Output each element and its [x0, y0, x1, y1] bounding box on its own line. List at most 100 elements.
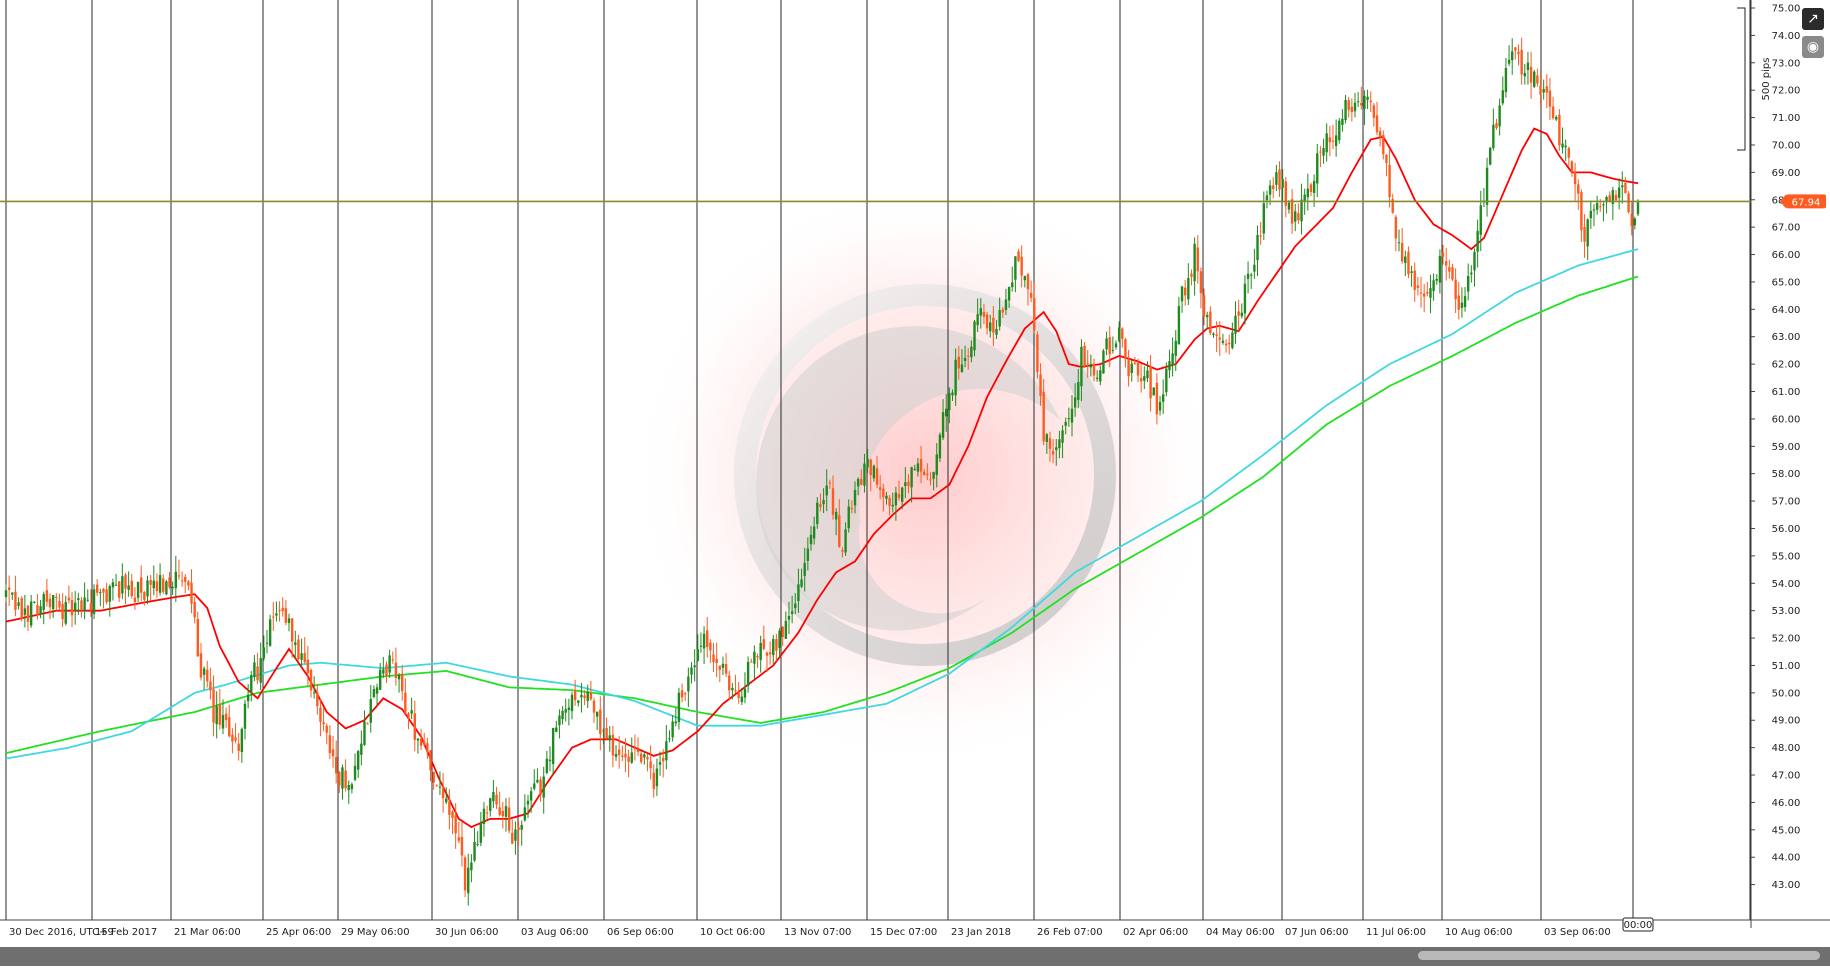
- candle: [765, 651, 769, 673]
- candle: [1353, 93, 1357, 118]
- candle: [1284, 176, 1288, 218]
- candle: [1095, 370, 1099, 382]
- candle: [592, 697, 596, 723]
- candle: [662, 749, 665, 778]
- camera-icon[interactable]: ◉: [1802, 36, 1824, 58]
- candle: [1231, 322, 1234, 350]
- x-tick-label: 25 Apr 06:00: [266, 927, 331, 938]
- candle: [224, 707, 228, 728]
- candle: [180, 571, 184, 587]
- candle: [709, 639, 712, 663]
- moving-averages: [5, 127, 1639, 829]
- candle: [1300, 183, 1303, 235]
- candle: [20, 596, 23, 622]
- candle: [954, 348, 957, 406]
- candle: [904, 467, 907, 499]
- candle: [1209, 306, 1212, 336]
- x-tick-label: 10 Aug 06:00: [1445, 927, 1512, 938]
- candle: [570, 691, 574, 720]
- candle: [589, 680, 593, 701]
- y-tick-label: 47.00: [1772, 771, 1801, 782]
- candle: [875, 456, 879, 489]
- candle: [1278, 161, 1281, 198]
- candle: [234, 723, 237, 744]
- candle: [366, 722, 369, 725]
- candle: [1404, 250, 1407, 277]
- candle: [378, 662, 382, 691]
- candle: [989, 314, 992, 338]
- candle: [1627, 191, 1630, 214]
- candle: [1297, 203, 1300, 224]
- candle: [696, 634, 699, 662]
- candle: [1495, 118, 1498, 130]
- candle: [1149, 354, 1152, 412]
- candle: [856, 477, 860, 496]
- y-tick-label: 71.00: [1772, 113, 1801, 124]
- candle: [11, 592, 14, 600]
- candle: [630, 737, 633, 764]
- candle: [1158, 396, 1162, 416]
- time-scrollbar[interactable]: [0, 947, 1830, 966]
- candle: [206, 660, 209, 688]
- candle: [7, 575, 11, 607]
- candle: [945, 393, 948, 432]
- y-tick-label: 48.00: [1772, 743, 1801, 754]
- candle: [1036, 331, 1039, 379]
- candle: [948, 387, 951, 424]
- x-tick-label: 07 Jun 06:00: [1285, 927, 1349, 938]
- candle: [92, 584, 96, 620]
- candle: [878, 474, 882, 500]
- candle: [454, 803, 457, 849]
- candle: [1369, 91, 1372, 113]
- candle: [127, 571, 130, 597]
- candle: [1080, 339, 1083, 402]
- candle: [1294, 203, 1297, 232]
- candle: [1520, 37, 1523, 85]
- candle: [118, 581, 121, 603]
- candle: [687, 667, 690, 708]
- candle: [639, 751, 643, 764]
- candle: [284, 600, 288, 626]
- candle: [1482, 187, 1486, 208]
- candle: [158, 563, 162, 596]
- candle: [231, 728, 234, 754]
- candle: [514, 821, 517, 855]
- ma-fast-line: [5, 127, 1639, 829]
- candle: [646, 754, 649, 772]
- candle: [262, 635, 266, 661]
- candle: [1224, 339, 1228, 353]
- time-scrollbar-thumb[interactable]: [1418, 951, 1820, 960]
- candle: [1306, 173, 1310, 211]
- candle: [655, 758, 659, 796]
- candle: [847, 499, 850, 533]
- candle: [1476, 219, 1479, 268]
- candle: [114, 573, 118, 586]
- candle: [29, 594, 33, 628]
- y-tick-label: 53.00: [1772, 606, 1801, 617]
- candle: [1602, 202, 1605, 222]
- candle: [803, 547, 806, 592]
- candle: [1290, 188, 1294, 234]
- candle: [1042, 379, 1045, 446]
- candle: [391, 651, 394, 664]
- candle: [1583, 214, 1586, 258]
- candle: [929, 472, 932, 486]
- candle: [1577, 179, 1580, 210]
- popout-icon[interactable]: ↗: [1802, 8, 1824, 30]
- candle: [1551, 97, 1555, 120]
- candle: [869, 458, 872, 492]
- candle: [548, 746, 552, 772]
- candle: [1589, 200, 1593, 229]
- candle: [1165, 362, 1168, 397]
- candle: [1011, 266, 1014, 292]
- candle: [322, 707, 325, 732]
- candle: [473, 827, 476, 863]
- candle: [184, 574, 187, 594]
- candle: [1356, 92, 1360, 108]
- candle: [281, 597, 284, 617]
- candle: [407, 712, 410, 730]
- candle: [265, 629, 269, 654]
- candle: [1341, 109, 1344, 132]
